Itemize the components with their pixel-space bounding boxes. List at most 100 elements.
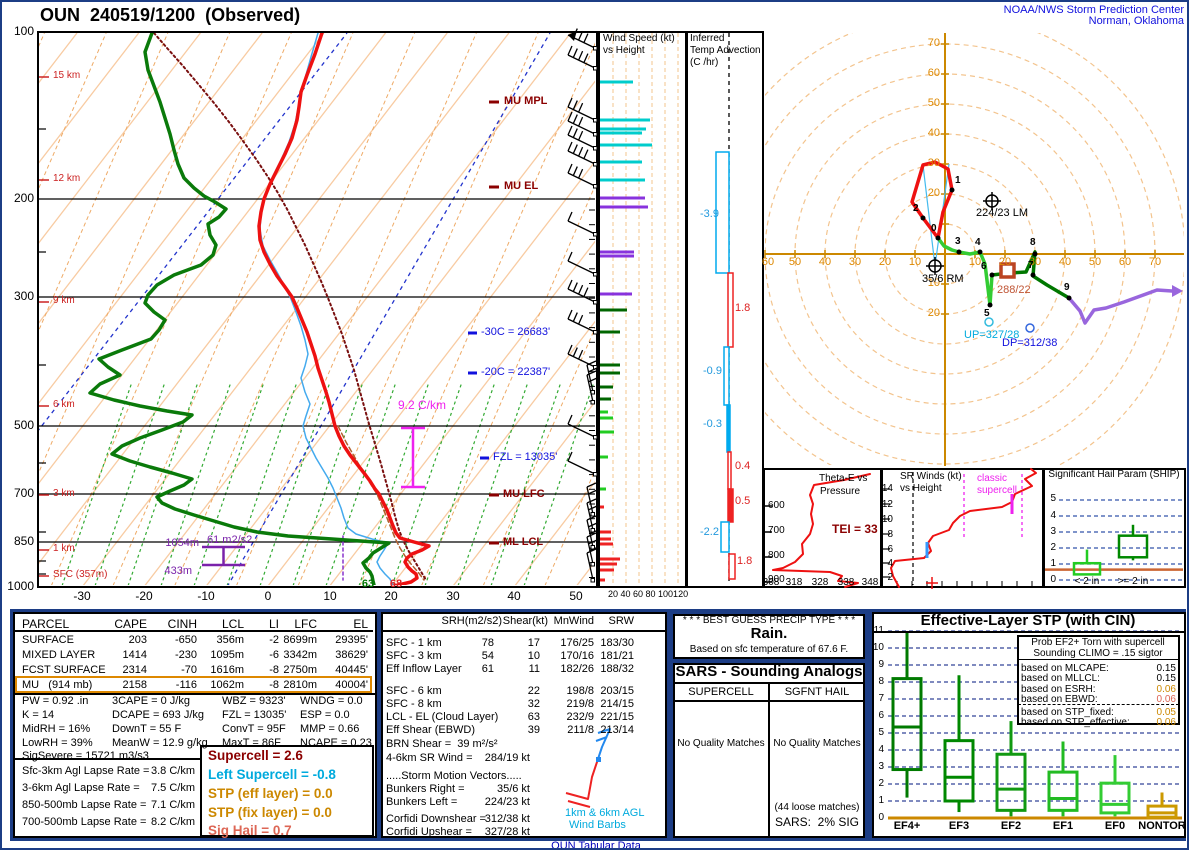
org-line-1: NOAA/NWS Storm Prediction Center xyxy=(1003,4,1184,16)
sars-title-underline xyxy=(674,682,864,684)
table-cell: 211/8 xyxy=(567,724,594,736)
ship-panel xyxy=(1043,468,1186,588)
text-label: -0.3 xyxy=(703,418,722,430)
stp-title: Effective-Layer STP (with CIN) xyxy=(920,612,1136,629)
text-label: SFC (357m) xyxy=(53,569,108,580)
text-label: MnWind xyxy=(553,615,594,627)
table-cell: 1616m xyxy=(210,664,244,676)
text-label: 9 xyxy=(1064,282,1070,293)
text-label: (44 loose matches) xyxy=(774,802,860,813)
srh-header-underline xyxy=(383,630,665,632)
text-label: 700 xyxy=(13,486,34,500)
text-label: 9 km xyxy=(53,295,75,306)
text-label: 3 km xyxy=(53,488,75,499)
text-label: WBZ = 9323' xyxy=(222,695,286,707)
left-mover-label: 224/23 LM xyxy=(976,207,1028,219)
text-label: DownT = 55 F xyxy=(112,723,182,735)
text-label: 2 xyxy=(913,203,919,214)
sig-hail-composite: Sig Hail = 0.7 xyxy=(208,823,292,838)
lapse-separator xyxy=(14,758,200,760)
table-cell: SURFACE xyxy=(22,634,74,646)
text-label: WNDG = 0.0 xyxy=(300,695,363,707)
text-label: 20 xyxy=(927,307,940,319)
sr-winds-title: SR Winds (kt) xyxy=(900,471,962,482)
text-label: 7.1 C/km xyxy=(150,799,195,811)
text-label: (C /hr) xyxy=(690,57,719,68)
text-label: 500 xyxy=(13,418,34,432)
text-label: 6 xyxy=(981,261,987,272)
brn-shear: BRN Shear = 39 m²/s² xyxy=(386,738,498,750)
table-cell: 188/32 xyxy=(600,663,634,675)
text-label: 6 xyxy=(878,710,884,721)
mu-parcel-highlight xyxy=(15,676,372,693)
precip-panel xyxy=(673,614,865,659)
text-label: NCAPE = 0.23 xyxy=(300,737,372,749)
text-label: 224/23 kt xyxy=(484,796,530,808)
text-label: 1 xyxy=(1050,558,1056,569)
text-label: 10 xyxy=(872,642,884,653)
table-cell: 1095m xyxy=(210,649,244,661)
text-label: >= 2 in xyxy=(1117,576,1149,587)
text-label: -3.9 xyxy=(700,208,719,220)
text-label: SRH(m2/s2) xyxy=(441,615,502,627)
text-label: 12 km xyxy=(53,173,81,184)
table-cell: 232/9 xyxy=(566,711,594,723)
chart-shape xyxy=(765,73,1126,435)
text-label: Sfc-3km Agl Lapse Rate = xyxy=(22,765,150,777)
prob-inset-divider xyxy=(1018,659,1179,660)
text-label: 0.06 xyxy=(1156,694,1176,705)
table-cell: -2 xyxy=(269,634,279,646)
text-label: 8 xyxy=(887,529,893,540)
tabular-data-link[interactable]: OUN Tabular Data xyxy=(551,840,641,850)
text-label: Sounding CLIMO = .15 sigtor xyxy=(1033,648,1163,659)
text-label: 308 xyxy=(762,577,780,588)
lapse-rate-annotation: 9.2 C/km xyxy=(398,398,447,412)
stp-eff-composite: STP (eff layer) = 0.0 xyxy=(208,786,333,801)
text-label: ConvT = 95F xyxy=(222,723,286,735)
text-label: -10 xyxy=(197,589,215,603)
text-label: based on EBWD: xyxy=(1021,694,1098,705)
text-label: 0 xyxy=(1050,574,1056,585)
text-label: 50 xyxy=(788,256,802,268)
text-label: 850 xyxy=(13,534,34,548)
text-label: 0 xyxy=(878,812,884,823)
text-label: EF0 xyxy=(1104,820,1126,832)
precip-type: Rain. xyxy=(750,625,788,642)
table-cell: 78 xyxy=(481,637,494,649)
table-cell: Eff Inflow Layer xyxy=(386,663,462,675)
text-label: LowRH = 39% xyxy=(22,737,93,749)
chart-shape xyxy=(1025,323,1035,333)
text-label: 10 xyxy=(881,514,893,525)
chart-shape xyxy=(977,249,983,255)
text-label: 6 xyxy=(887,544,893,555)
text-label: 4 xyxy=(887,558,893,569)
minus20c-annotation: -20C = 22387' xyxy=(481,366,551,378)
table-cell: 2314 xyxy=(122,664,147,676)
page-title: OUN 240519/1200 (Observed) xyxy=(40,5,301,25)
table-cell: 61 xyxy=(481,663,494,675)
precip-basis: Based on sfc temperature of 67.6 F. xyxy=(689,644,849,655)
chart-shape xyxy=(935,235,941,241)
text-label: 30 xyxy=(927,157,940,169)
text-label: PARCEL xyxy=(22,617,70,631)
composite-indices-box xyxy=(200,745,374,837)
chart-shape xyxy=(920,215,926,221)
text-label: FZL = 13035' xyxy=(222,709,287,721)
wind-panel-title: Wind Speed (kt) xyxy=(603,33,675,44)
table-cell: 8699m xyxy=(283,634,317,646)
chart-shape xyxy=(765,43,1156,465)
table-cell: 203 xyxy=(128,634,147,646)
text-label: 312/38 kt xyxy=(484,813,530,825)
text-label: 3CAPE = 0 J/kg xyxy=(112,695,190,707)
parcel-header-underline xyxy=(15,630,373,632)
table-cell: 54 xyxy=(481,650,494,662)
sars-title: SARS - Sounding Analogs xyxy=(675,663,863,680)
text-label: Corfidi Downshear = xyxy=(386,813,486,825)
text-label: 328 xyxy=(811,577,829,588)
chart-shape xyxy=(1067,288,1174,325)
text-label: 0.06 xyxy=(1156,684,1176,695)
text-label: 70 xyxy=(1148,256,1162,268)
text-label: 0.5 xyxy=(735,495,751,507)
text-label: 200 xyxy=(13,191,34,205)
